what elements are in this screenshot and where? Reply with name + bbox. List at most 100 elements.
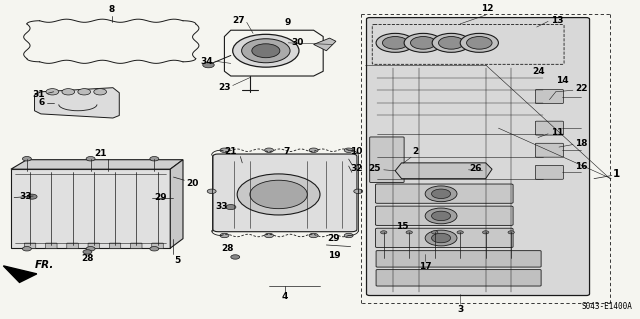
- Polygon shape: [170, 160, 183, 248]
- Text: 23: 23: [218, 83, 231, 92]
- FancyBboxPatch shape: [370, 137, 404, 182]
- Circle shape: [231, 255, 240, 259]
- Circle shape: [86, 247, 95, 251]
- Text: 33: 33: [19, 191, 32, 201]
- Circle shape: [431, 211, 451, 221]
- Text: 29: 29: [328, 234, 340, 243]
- Text: 24: 24: [532, 67, 545, 77]
- Circle shape: [94, 89, 106, 95]
- Text: 20: 20: [186, 179, 198, 188]
- Circle shape: [309, 233, 318, 238]
- Circle shape: [46, 89, 59, 95]
- FancyBboxPatch shape: [376, 184, 513, 203]
- Text: 1: 1: [613, 169, 620, 179]
- Text: 28: 28: [81, 255, 93, 263]
- Circle shape: [264, 233, 273, 238]
- Circle shape: [344, 233, 353, 238]
- Text: 13: 13: [550, 16, 563, 25]
- Circle shape: [467, 37, 492, 49]
- Text: 5: 5: [175, 256, 181, 265]
- Text: 14: 14: [556, 76, 568, 85]
- Text: FR.: FR.: [35, 260, 54, 270]
- Text: 8: 8: [109, 5, 115, 14]
- FancyBboxPatch shape: [536, 143, 563, 157]
- Polygon shape: [314, 38, 336, 51]
- Text: 28: 28: [221, 244, 234, 253]
- Circle shape: [483, 231, 489, 234]
- Circle shape: [207, 189, 216, 194]
- FancyBboxPatch shape: [109, 243, 121, 249]
- Circle shape: [406, 231, 412, 234]
- Circle shape: [376, 33, 414, 52]
- Text: 9: 9: [285, 18, 291, 27]
- FancyBboxPatch shape: [376, 270, 541, 286]
- Text: 18: 18: [575, 139, 588, 148]
- Text: 21: 21: [94, 149, 106, 158]
- Text: 19: 19: [328, 251, 340, 260]
- Text: 17: 17: [419, 262, 431, 271]
- Circle shape: [220, 233, 229, 238]
- FancyBboxPatch shape: [213, 154, 357, 232]
- Text: 21: 21: [225, 147, 237, 156]
- Circle shape: [237, 174, 320, 215]
- FancyBboxPatch shape: [536, 90, 563, 103]
- FancyBboxPatch shape: [131, 243, 142, 249]
- Text: 10: 10: [350, 147, 362, 156]
- Polygon shape: [395, 163, 492, 179]
- FancyBboxPatch shape: [536, 121, 563, 135]
- Text: 12: 12: [481, 4, 493, 13]
- Text: 2: 2: [412, 147, 419, 156]
- Circle shape: [150, 247, 159, 251]
- Text: 22: 22: [575, 84, 588, 93]
- Circle shape: [344, 148, 353, 152]
- Circle shape: [83, 250, 92, 254]
- Circle shape: [431, 233, 451, 243]
- Circle shape: [86, 157, 95, 161]
- Text: S043-E1400A: S043-E1400A: [581, 302, 632, 311]
- FancyBboxPatch shape: [376, 206, 513, 226]
- Circle shape: [432, 33, 470, 52]
- Text: 15: 15: [396, 221, 409, 231]
- Circle shape: [354, 189, 363, 194]
- Circle shape: [22, 247, 31, 251]
- Polygon shape: [11, 169, 170, 248]
- FancyBboxPatch shape: [67, 243, 78, 249]
- Circle shape: [425, 230, 457, 246]
- FancyBboxPatch shape: [376, 251, 541, 267]
- Circle shape: [508, 231, 515, 234]
- Text: 30: 30: [291, 38, 304, 47]
- Circle shape: [220, 148, 229, 152]
- Circle shape: [383, 37, 408, 49]
- Text: 3: 3: [457, 305, 463, 314]
- Circle shape: [438, 37, 464, 49]
- Circle shape: [425, 186, 457, 202]
- FancyBboxPatch shape: [45, 243, 57, 249]
- Circle shape: [264, 148, 273, 152]
- Circle shape: [150, 157, 159, 161]
- Text: 16: 16: [575, 161, 588, 171]
- Text: 29: 29: [154, 193, 167, 202]
- Text: 32: 32: [350, 164, 362, 174]
- FancyBboxPatch shape: [367, 18, 589, 295]
- Text: 33: 33: [215, 202, 228, 211]
- Circle shape: [410, 37, 436, 49]
- Circle shape: [431, 231, 438, 234]
- Text: 11: 11: [550, 128, 563, 137]
- Circle shape: [22, 157, 31, 161]
- Text: 7: 7: [283, 147, 289, 156]
- Polygon shape: [11, 160, 183, 169]
- Circle shape: [27, 194, 37, 199]
- Circle shape: [425, 208, 457, 224]
- Circle shape: [404, 33, 442, 52]
- Circle shape: [233, 34, 299, 67]
- Text: 6: 6: [38, 98, 45, 108]
- Circle shape: [250, 180, 307, 209]
- Circle shape: [381, 231, 387, 234]
- Text: 4: 4: [282, 292, 288, 301]
- Text: 26: 26: [470, 164, 483, 173]
- Circle shape: [457, 231, 463, 234]
- Circle shape: [62, 89, 75, 95]
- Circle shape: [460, 33, 499, 52]
- Polygon shape: [3, 266, 37, 282]
- Circle shape: [78, 89, 91, 95]
